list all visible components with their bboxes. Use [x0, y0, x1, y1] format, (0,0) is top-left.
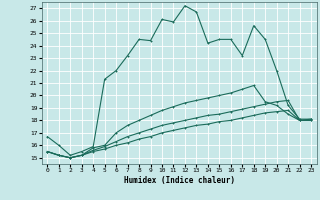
X-axis label: Humidex (Indice chaleur): Humidex (Indice chaleur)	[124, 176, 235, 185]
